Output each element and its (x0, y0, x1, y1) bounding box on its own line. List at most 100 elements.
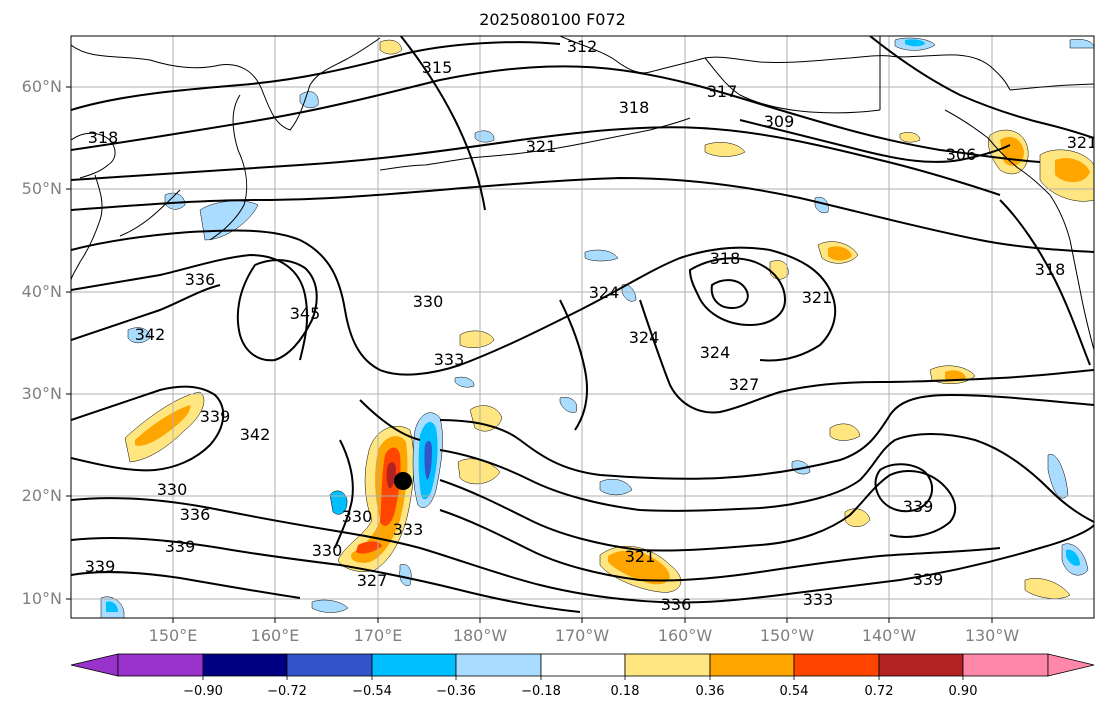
shade-patch (379, 39, 403, 55)
colorbar-extend-min (70, 653, 119, 677)
lon-tick-label: 150°E (148, 626, 198, 645)
contour-label: 330 (342, 507, 373, 526)
contour-label: 339 (165, 537, 196, 556)
colorbar-segment (202, 653, 288, 677)
shade-patch (459, 330, 495, 348)
shade-patch (899, 132, 921, 143)
contour-label: 312 (567, 37, 598, 56)
contour-label: 321 (526, 137, 557, 156)
colorbar-segment (455, 653, 542, 677)
contour-label: 324 (629, 328, 660, 347)
lon-tick-label: 160°W (657, 626, 713, 645)
contour-line (71, 284, 221, 341)
shade-patch (828, 246, 852, 261)
coastline-okhotsk (71, 132, 116, 179)
coastline-sakhalin (71, 174, 103, 281)
contour-line (688, 257, 787, 327)
contour-label: 318 (1035, 260, 1066, 279)
shade-patch (945, 370, 966, 381)
contour-lines (71, 36, 1094, 613)
colorbar-segment (793, 653, 880, 677)
contour-label: 327 (729, 375, 760, 394)
coastline-aleutians (379, 117, 691, 171)
shade-patch (106, 601, 118, 612)
lat-tick-label: 50°N (21, 179, 62, 198)
colorbar-extend-max (1047, 653, 1095, 677)
lon-tick-label: 140°W (861, 626, 917, 645)
contour-line (236, 259, 318, 362)
lon-tick-label: 180°W (452, 626, 508, 645)
contour-line (439, 433, 1094, 523)
shade-patch (311, 599, 349, 613)
contour-label: 333 (434, 350, 465, 369)
colorbar-segment (117, 653, 204, 677)
shade-patch (399, 564, 412, 586)
contour-labels: 312 315 318 321 318 317 309 306 321 318 … (85, 37, 1098, 614)
shade-patch (704, 142, 746, 157)
contour-line (71, 497, 1094, 604)
contour-line (71, 41, 561, 111)
contour-line (869, 36, 1094, 139)
contour-label: 321 (802, 288, 833, 307)
colorbar-tick-label: −0.36 (436, 684, 476, 699)
contour-label: 327 (357, 571, 388, 590)
contour-label: 336 (180, 505, 211, 524)
contour-line (559, 299, 588, 431)
contour-line (71, 571, 301, 599)
contour-label: 315 (422, 58, 453, 77)
contour-label: 306 (946, 145, 977, 164)
shade-patch (127, 327, 151, 344)
contour-line (334, 439, 354, 549)
contour-label: 330 (413, 292, 444, 311)
contour-label: 342 (240, 425, 271, 444)
contour-label: 324 (700, 343, 731, 362)
contour-line (71, 385, 225, 472)
shade-negative-strong (424, 440, 432, 480)
colorbar-tick-label: 0.36 (695, 684, 725, 699)
shade-patch (905, 39, 925, 47)
shade-patch (299, 91, 319, 109)
contour-line (739, 119, 1011, 163)
coastline-kamchatka (71, 37, 381, 131)
contour-label: 339 (913, 570, 944, 589)
shade-negative-patch (329, 490, 348, 515)
colorbar-segment (286, 653, 373, 677)
lon-tick-label: 170°E (353, 626, 403, 645)
colorbar-segment (962, 653, 1049, 677)
colorbar-tick-label: 0.54 (779, 684, 809, 699)
colorbar-tick-label: −0.18 (521, 684, 561, 699)
contour-label: 342 (135, 325, 166, 344)
lon-tick-label: 130°W (964, 626, 1020, 645)
shade-patch (829, 423, 861, 441)
contour-label: 321 (1067, 133, 1098, 152)
shade-patch (584, 249, 619, 262)
contour-label: 339 (903, 497, 934, 516)
colorbar-segment (371, 653, 457, 677)
shade-patch (1069, 39, 1094, 49)
contour-label: 333 (393, 520, 424, 539)
colorbar-segment (709, 653, 795, 677)
coastline-kamchatka-pen (209, 94, 248, 241)
lat-tick-label: 10°N (21, 589, 62, 608)
shade-patch (1047, 454, 1069, 499)
colorbar-segment (540, 653, 626, 677)
contour-line (359, 399, 421, 441)
shade-patch (469, 405, 503, 432)
shade-positive-coast-4 (1055, 158, 1090, 183)
contour-label: 333 (803, 590, 834, 609)
contour-line (710, 279, 749, 310)
contour-label: 321 (625, 547, 656, 566)
lat-tick-label: 30°N (21, 384, 62, 403)
contour-line (439, 393, 1094, 480)
colorbar-segment (624, 653, 711, 677)
colorbar (70, 653, 1095, 680)
contour-label: 330 (312, 541, 343, 560)
contour-line (439, 509, 1001, 582)
contour-line (639, 299, 1094, 414)
shaded-anomalies (100, 37, 1094, 618)
coastline-bc (944, 109, 1051, 196)
contour-line (399, 36, 486, 211)
shade-patch (599, 479, 633, 496)
coastline-alaska-north (704, 54, 1011, 91)
